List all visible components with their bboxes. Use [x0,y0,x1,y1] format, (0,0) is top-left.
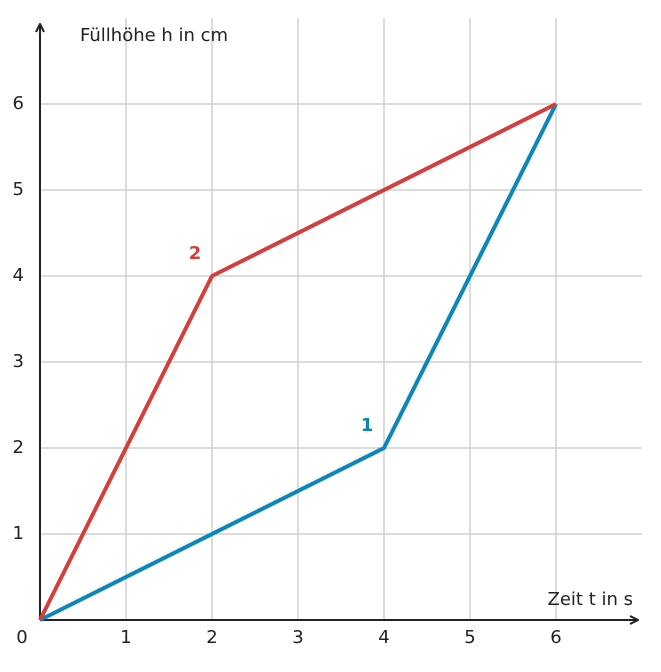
series-line [39,103,558,622]
x-tick-label: 4 [378,627,389,648]
series-line [38,102,557,621]
y-tick-label: 3 [13,351,24,372]
x-tick-label: 0 [16,627,27,648]
series-label: 1 [361,415,374,436]
x-tick-label: 1 [120,627,131,648]
y-tick-label: 4 [13,265,24,286]
x-tick-label: 3 [292,627,303,648]
series-label: 2 [189,243,202,264]
y-tick-label: 5 [13,179,24,200]
x-axis-label: Zeit t in s [548,589,633,610]
x-tick-label: 2 [206,627,217,648]
y-axis-label: Füllhöhe h in cm [80,25,228,46]
y-tick-label: 1 [13,523,24,544]
y-tick-label: 6 [13,93,24,114]
x-tick-label: 6 [550,627,561,648]
y-tick-label: 2 [13,437,24,458]
grid [40,18,642,620]
x-tick-label: 5 [464,627,475,648]
